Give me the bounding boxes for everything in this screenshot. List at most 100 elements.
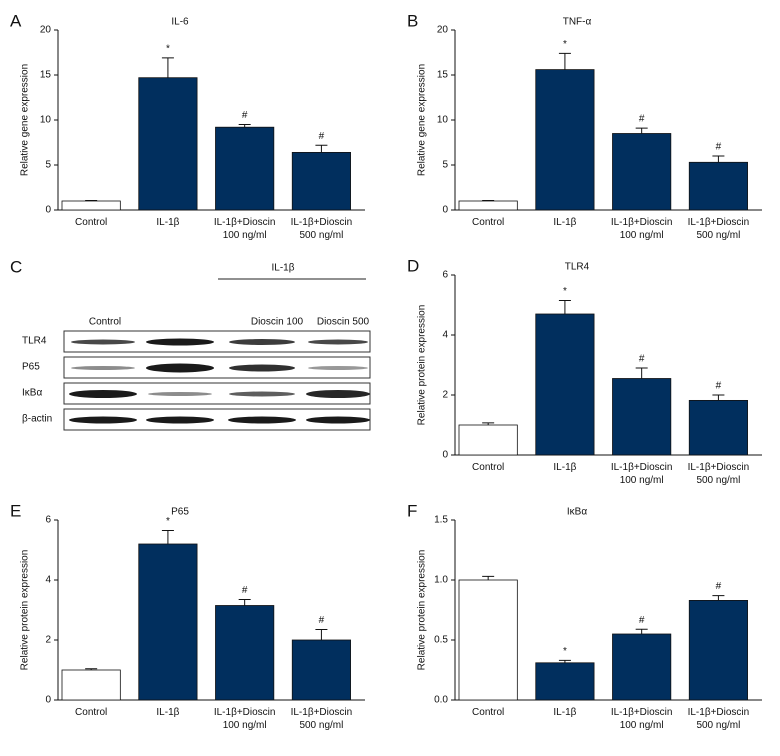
bar: [61, 669, 121, 701]
error-bar: [635, 367, 648, 379]
y-tick-label: 0.5: [434, 635, 448, 646]
annotation: *: [166, 44, 170, 55]
x-tick-label: IL-1β: [553, 217, 577, 228]
x-tick-label: Control: [75, 707, 108, 718]
y-tick-label: 20: [437, 25, 449, 36]
y-axis-label: Relative protein expression: [417, 305, 428, 426]
bar: [612, 633, 672, 701]
bar: [688, 161, 748, 211]
bar: [215, 605, 275, 701]
annotation: #: [716, 581, 722, 592]
lane-label: Dioscin 100: [251, 317, 304, 328]
y-tick-label: 0: [442, 205, 448, 216]
error-bar: [161, 530, 174, 544]
bar: [215, 126, 275, 211]
y-axis-label: Relative protein expression: [417, 550, 428, 671]
y-tick-label: 2: [442, 390, 448, 401]
error-bar: [85, 668, 98, 670]
error-bar: [558, 300, 571, 314]
x-tick-label: IL-1β+Dioscin 100 ng/ml: [213, 707, 276, 731]
panel-letter: C: [10, 257, 22, 276]
annotation: #: [639, 354, 645, 365]
lane-label: Control: [89, 317, 121, 328]
bar: [458, 424, 518, 456]
error-bar: [558, 659, 571, 663]
error-bar: [635, 628, 648, 634]
error-bar: [315, 629, 328, 640]
chart-title: TLR4: [565, 262, 590, 273]
x-tick-label: Control: [75, 217, 108, 228]
bar: [535, 313, 595, 456]
lane-label: Dioscin 500: [317, 317, 370, 328]
row-label: P65: [22, 362, 40, 373]
y-tick-label: 4: [442, 330, 448, 341]
error-bar: [482, 422, 495, 425]
y-tick-label: 5: [442, 160, 448, 171]
bar: [688, 399, 748, 456]
bar: [138, 77, 198, 211]
y-tick-label: 15: [40, 70, 52, 81]
x-tick-label: Control: [472, 462, 505, 473]
error-bar: [712, 595, 725, 601]
y-tick-label: 0: [45, 695, 51, 706]
y-tick-label: 1.5: [434, 515, 448, 526]
panel-letter: D: [407, 256, 419, 275]
x-tick-label: Control: [472, 217, 505, 228]
annotation: #: [639, 615, 645, 626]
x-tick-label: IL-1β+Dioscin 100 ng/ml: [610, 707, 673, 731]
bar: [291, 151, 351, 211]
chart-title: P65: [171, 507, 189, 518]
y-tick-label: 10: [40, 115, 52, 126]
y-tick-label: 1.0: [434, 575, 448, 586]
y-tick-label: 0.0: [434, 695, 448, 706]
x-tick-label: IL-1β+Dioscin 100 ng/ml: [610, 217, 673, 241]
y-tick-label: 5: [45, 160, 51, 171]
annotation: #: [242, 110, 248, 121]
x-tick-label: IL-1β: [156, 707, 180, 718]
blot-header: IL-1β: [272, 263, 295, 274]
blot-bands: [69, 338, 370, 424]
annotation: *: [563, 646, 567, 657]
bar: [535, 662, 595, 701]
annotation: #: [319, 131, 325, 142]
y-tick-label: 15: [437, 70, 449, 81]
bar: [138, 543, 198, 701]
y-tick-label: 20: [40, 25, 52, 36]
y-tick-label: 2: [45, 635, 51, 646]
annotation: #: [242, 585, 248, 596]
annotation: #: [716, 381, 722, 392]
error-bar: [635, 127, 648, 134]
chart-title: IL-6: [171, 17, 189, 28]
error-bar: [712, 394, 725, 401]
annotation: *: [563, 286, 567, 297]
y-axis-label: Relative gene expression: [20, 64, 31, 176]
chart-title: IκBα: [567, 507, 587, 518]
x-tick-label: IL-1β+Dioscin 500 ng/ml: [687, 217, 750, 241]
panel-letter: F: [407, 501, 417, 520]
panel-letter: B: [407, 11, 418, 30]
panel-letter: E: [10, 501, 21, 520]
error-bar: [315, 144, 328, 153]
annotation: #: [319, 615, 325, 626]
blot-image: [63, 330, 371, 431]
x-tick-label: IL-1β+Dioscin 500 ng/ml: [687, 462, 750, 486]
bar: [61, 200, 121, 211]
chart-title: TNF-α: [563, 17, 592, 28]
error-bar: [712, 155, 725, 163]
annotation: *: [166, 516, 170, 527]
bar: [612, 133, 672, 211]
y-axis-label: Relative gene expression: [417, 64, 428, 176]
y-tick-label: 4: [45, 575, 51, 586]
x-tick-label: IL-1β+Dioscin 100 ng/ml: [213, 217, 276, 241]
error-bar: [238, 599, 251, 606]
x-tick-label: IL-1β: [553, 462, 577, 473]
row-label: IκBα: [22, 388, 42, 399]
x-tick-label: IL-1β+Dioscin 500 ng/ml: [290, 217, 353, 241]
bar: [688, 600, 748, 701]
panel-letter: A: [10, 11, 22, 30]
y-tick-label: 0: [442, 450, 448, 461]
row-label: TLR4: [22, 336, 47, 347]
x-tick-label: IL-1β+Dioscin 100 ng/ml: [610, 462, 673, 486]
